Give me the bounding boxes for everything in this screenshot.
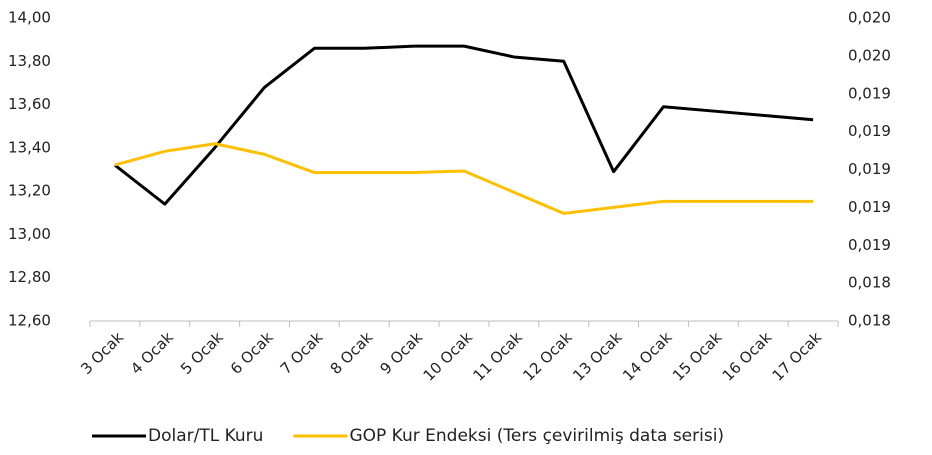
- y-tick-label: 14,00: [8, 9, 51, 27]
- y-tick-label: 12,60: [8, 312, 51, 330]
- x-tick-label: 9 Ocak: [376, 328, 426, 378]
- y-tick-label: 13,00: [8, 225, 51, 243]
- y2-tick-label: 0,019: [848, 84, 891, 102]
- y-tick-label: 13,80: [8, 52, 51, 70]
- x-tick-label: 4 Ocak: [127, 328, 177, 378]
- y2-tick-label: 0,020: [848, 9, 891, 27]
- series-line: [114, 44, 814, 206]
- y2-tick-label: 0,020: [848, 46, 891, 64]
- x-tick-label: 16 Ocak: [719, 328, 776, 385]
- y-tick-label: 13,20: [8, 182, 51, 200]
- x-tick-label: 14 Ocak: [619, 328, 676, 385]
- x-tick-label: 13 Ocak: [569, 328, 626, 385]
- x-tick-label: 3 Ocak: [77, 328, 127, 378]
- x-tick-label: 5 Ocak: [177, 328, 227, 378]
- y-tick-label: 13,40: [8, 138, 51, 156]
- legend-label: GOP Kur Endeksi (Ters çevirilmiş data se…: [349, 426, 724, 446]
- series-line: [114, 142, 814, 215]
- legend-label: Dolar/TL Kuru: [148, 426, 263, 446]
- y2-tick-label: 0,019: [848, 122, 891, 140]
- x-tick-label: 12 Ocak: [519, 328, 576, 385]
- y2-tick-label: 0,019: [848, 198, 891, 216]
- y2-tick-label: 0,019: [848, 160, 891, 178]
- x-tick-label: 17 Ocak: [769, 328, 826, 385]
- y2-tick-label: 0,018: [848, 312, 891, 330]
- x-tick-label: 7 Ocak: [277, 328, 327, 378]
- x-tick-label: 15 Ocak: [669, 328, 726, 385]
- y2-tick-label: 0,018: [848, 274, 891, 292]
- y2-tick-label: 0,019: [848, 236, 891, 254]
- x-tick-label: 8 Ocak: [327, 328, 377, 378]
- y-tick-label: 12,80: [8, 268, 51, 286]
- x-tick-label: 10 Ocak: [420, 328, 477, 385]
- y-tick-label: 13,60: [8, 95, 51, 113]
- x-tick-label: 6 Ocak: [227, 328, 277, 378]
- x-tick-label: 11 Ocak: [469, 328, 526, 385]
